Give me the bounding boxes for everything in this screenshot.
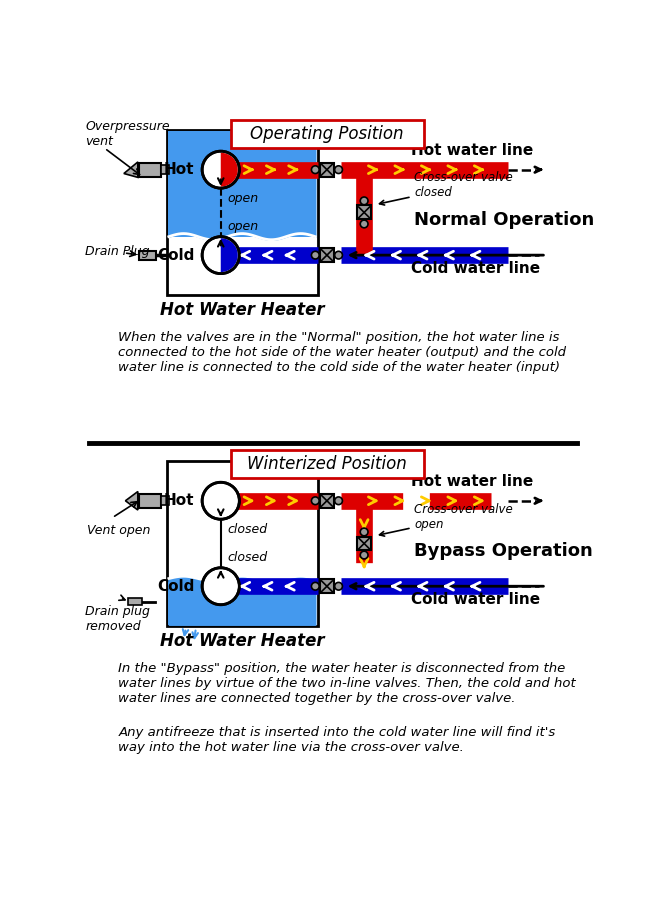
Circle shape: [202, 483, 239, 519]
Text: Hot water line: Hot water line: [411, 143, 533, 158]
Text: Hot: Hot: [164, 162, 194, 177]
Text: Cold: Cold: [157, 579, 194, 594]
Bar: [168, 579, 316, 625]
Circle shape: [360, 528, 368, 536]
Bar: [357, 537, 371, 551]
Bar: [168, 132, 316, 237]
Text: Hot Water Heater: Hot Water Heater: [160, 301, 324, 319]
Text: Operating Position: Operating Position: [250, 125, 404, 143]
Circle shape: [311, 251, 319, 259]
Text: When the valves are in the "Normal" position, the hot water line is
connected to: When the valves are in the "Normal" posi…: [118, 331, 566, 375]
Bar: [128, 598, 142, 606]
Polygon shape: [125, 492, 138, 510]
Bar: [166, 130, 318, 295]
Text: Overpressure
vent: Overpressure vent: [85, 120, 170, 148]
Bar: [161, 165, 169, 174]
Circle shape: [202, 151, 239, 188]
Polygon shape: [124, 162, 138, 178]
Text: Cold: Cold: [157, 248, 194, 263]
Text: Drain Plug: Drain Plug: [85, 245, 150, 258]
Text: Drain plug
removed: Drain plug removed: [85, 606, 150, 633]
Bar: [139, 493, 161, 508]
Text: Hot water line: Hot water line: [411, 474, 533, 489]
Bar: [161, 496, 169, 505]
Circle shape: [311, 497, 319, 504]
Text: open: open: [227, 219, 258, 233]
Text: Bypass Operation: Bypass Operation: [415, 542, 593, 561]
Circle shape: [202, 237, 239, 274]
Text: closed: closed: [227, 523, 267, 536]
FancyBboxPatch shape: [231, 450, 424, 478]
Text: Normal Operation: Normal Operation: [415, 211, 595, 229]
Wedge shape: [221, 239, 238, 272]
Text: Hot Water Heater: Hot Water Heater: [160, 632, 324, 650]
Circle shape: [335, 166, 343, 173]
Text: Hot: Hot: [164, 493, 194, 508]
Text: Winterized Position: Winterized Position: [247, 454, 407, 473]
Text: Any antifreeze that is inserted into the cold water line will find it's
way into: Any antifreeze that is inserted into the…: [118, 727, 556, 755]
Text: Cold water line: Cold water line: [411, 261, 540, 277]
Circle shape: [360, 197, 368, 205]
Circle shape: [311, 582, 319, 590]
Bar: [320, 162, 334, 177]
Bar: [357, 206, 371, 219]
Bar: [320, 249, 334, 262]
Circle shape: [360, 551, 368, 559]
Bar: [139, 162, 161, 177]
Text: Cold water line: Cold water line: [411, 592, 540, 608]
Circle shape: [335, 251, 343, 259]
Circle shape: [335, 582, 343, 590]
Bar: [320, 493, 334, 508]
Text: Vent open: Vent open: [88, 524, 151, 537]
Text: In the "Bypass" position, the water heater is disconnected from the
water lines : In the "Bypass" position, the water heat…: [118, 662, 576, 706]
Circle shape: [335, 497, 343, 504]
Bar: [320, 580, 334, 593]
Wedge shape: [221, 152, 238, 187]
Text: closed: closed: [227, 551, 267, 564]
Bar: [166, 461, 318, 626]
Text: Cross-over valve
open: Cross-over valve open: [380, 502, 514, 536]
Text: Cross-over valve
closed: Cross-over valve closed: [380, 171, 514, 205]
FancyBboxPatch shape: [231, 121, 424, 148]
Text: open: open: [227, 192, 258, 205]
Circle shape: [360, 220, 368, 228]
Bar: [138, 250, 155, 259]
Circle shape: [311, 166, 319, 173]
Circle shape: [202, 568, 239, 605]
